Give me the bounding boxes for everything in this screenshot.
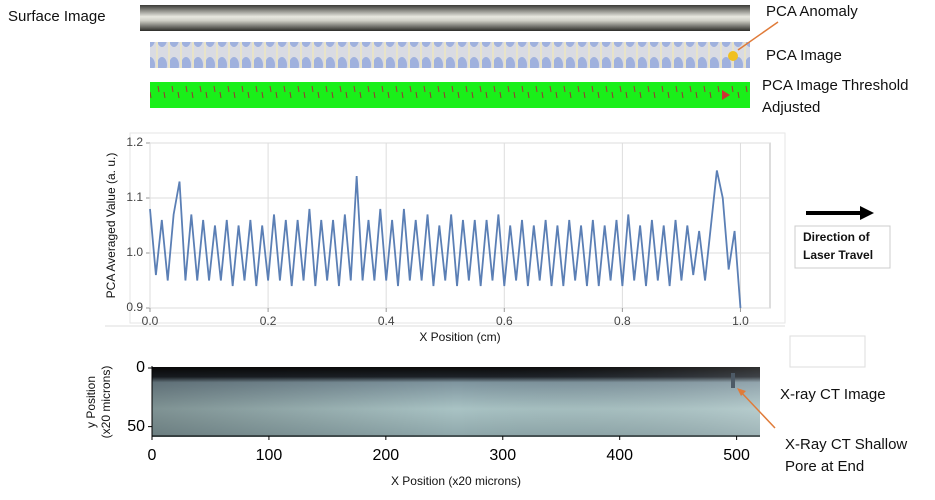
x-tick-label: 0.0 [142,314,159,328]
direction-label: Laser Travel [803,248,873,262]
x-tick-label: 0.2 [260,314,277,328]
threshold-label: PCA Image Threshold [762,77,908,94]
direction-box [794,225,891,269]
y-axis-label: (x20 microns) [99,366,113,439]
x-tick-label: 0.8 [614,314,631,328]
x-tick-label: 100 [256,447,283,464]
ct-pore-label: Pore at End [785,458,864,475]
x-tick-label: 0 [148,447,157,464]
pore-arrow [739,390,776,429]
ct-image-label: X-ray CT Image [780,386,886,403]
surface-label: Surface Image [8,8,106,25]
data-line [149,170,742,309]
threshold-label: Adjusted [762,99,820,116]
y-axis-label: y Position [84,376,98,428]
direction-label: Direction of [803,230,871,244]
y-tick-label: 1.2 [126,135,143,149]
y-tick-label: 1.1 [126,190,143,204]
y-tick-label: 50 [127,418,145,435]
threshold-image [150,82,750,108]
plot-area [149,142,771,309]
blank-box [789,335,866,368]
y-tick-label: 0 [136,359,145,376]
x-tick-label: 1.0 [732,314,749,328]
threshold-spot [722,90,730,100]
pca-image [150,42,750,68]
pca-image-label: PCA Image [766,47,842,64]
y-tick-label: 0.9 [126,300,143,314]
x-tick-label: 0.4 [378,314,395,328]
x-axis-label: X Position (x20 microns) [391,474,521,488]
pore-arrowhead [737,388,746,396]
ct-pore-label: X-Ray CT Shallow [785,436,907,453]
x-tick-label: 0.6 [496,314,513,328]
ct-image-shade [152,367,760,437]
y-axis-label: PCA Averaged Value (a. u.) [104,153,118,299]
x-tick-label: 300 [489,447,516,464]
surface-image [140,5,750,31]
x-tick-label: 400 [606,447,633,464]
y-tick-label: 1.0 [126,245,143,259]
x-tick-label: 200 [372,447,399,464]
anomaly-spot [728,51,738,61]
anomaly-arrow [737,21,779,51]
x-axis-label: X Position (cm) [419,330,500,344]
ct-pore [731,373,735,388]
anomaly-label: PCA Anomaly [766,3,858,20]
direction-arrowhead [860,206,874,220]
x-tick-label: 500 [723,447,750,464]
chart-frame [129,132,786,324]
